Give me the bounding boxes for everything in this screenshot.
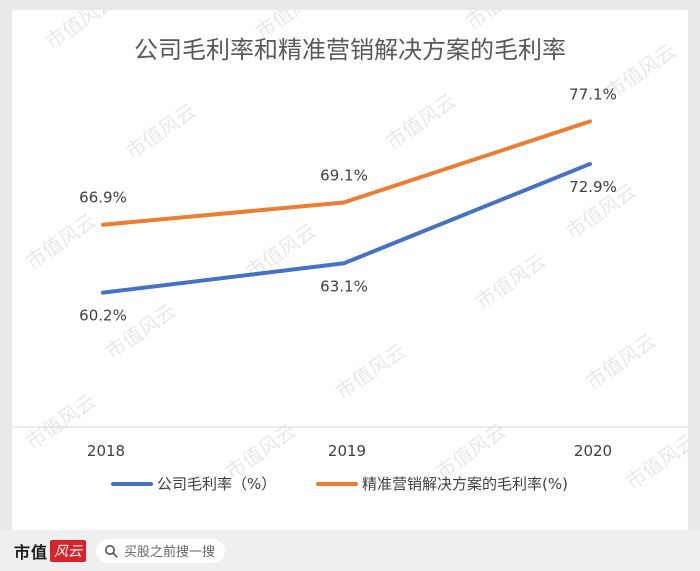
watermark-text: 市值风云 (471, 249, 550, 315)
footer-bar: 市值 风云 买股之前搜一搜 (0, 530, 700, 571)
watermark-text: 市值风云 (331, 339, 410, 405)
brand-logo: 市值 风云 (14, 539, 87, 563)
data-label: 77.1% (569, 85, 617, 103)
data-label: 69.1% (320, 166, 368, 184)
watermark-text: 市值风云 (121, 99, 200, 165)
watermark-text: 市值风云 (21, 209, 100, 275)
data-label: 60.2% (79, 307, 127, 325)
search-placeholder: 买股之前搜一搜 (124, 545, 216, 560)
data-label: 72.9% (569, 178, 617, 196)
watermark-text: 市值风云 (41, 10, 120, 54)
watermark-text: 市值风云 (461, 10, 540, 34)
search-bar[interactable]: 买股之前搜一搜 (96, 538, 226, 563)
legend: 公司毛利率（%） 精准营销解决方案的毛利率(%) (111, 475, 568, 493)
legend-label: 公司毛利率（%） (157, 475, 276, 493)
logo-mark: 风云 (50, 539, 87, 562)
chart-title: 公司毛利率和精准营销解决方案的毛利率 (134, 36, 566, 64)
chart-card: 市值风云 市值风云 市值风云 市值风云 市值风云 市值风云 市值风云 市值风云 市值风云 市值风云… (12, 10, 688, 530)
x-tick-label: 2020 (574, 442, 612, 460)
data-label: 66.9% (79, 189, 127, 207)
x-tick-layer: 2018 2019 2020 (87, 442, 612, 460)
data-label: 63.1% (320, 277, 368, 295)
x-tick-label: 2019 (328, 442, 366, 460)
watermark-text: 市值风云 (381, 89, 460, 155)
legend-label: 精准营销解决方案的毛利率(%) (362, 475, 568, 493)
watermark-text: 市值风云 (581, 329, 660, 395)
watermark-text: 市值风云 (621, 429, 688, 495)
logo-text: 市值 (14, 542, 49, 562)
search-icon (105, 544, 118, 558)
x-tick-label: 2018 (87, 442, 125, 460)
series-line-1 (101, 161, 592, 295)
series-layer: 60.2% 63.1% 72.9% 66.9% 69.1% 77.1% (79, 85, 617, 324)
series-line-2 (101, 119, 592, 227)
